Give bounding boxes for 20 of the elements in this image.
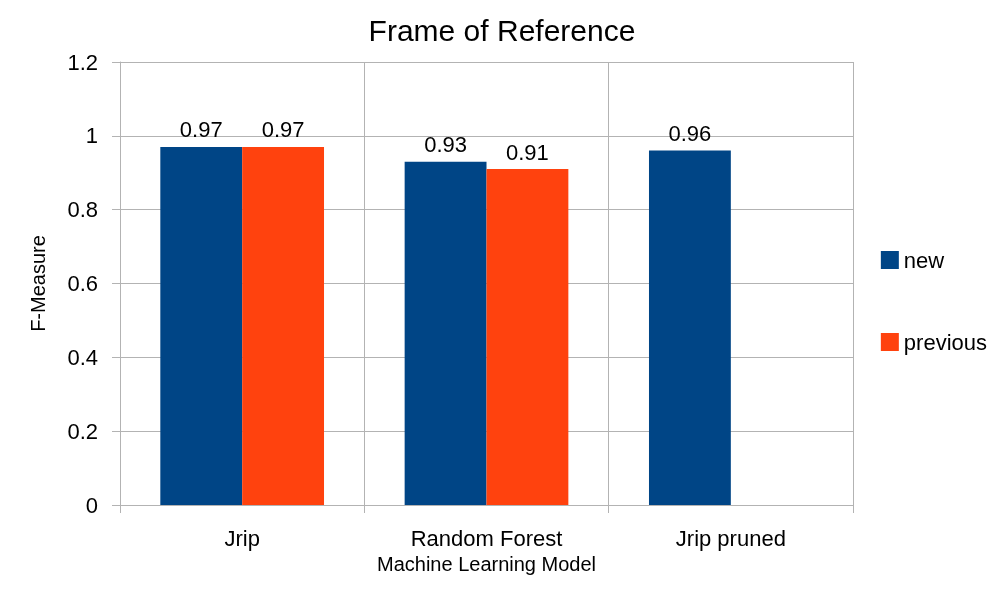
y-tick-label: 1	[85, 123, 98, 149]
y-tick-label: 0	[85, 492, 98, 518]
data-label: 0.96	[668, 121, 712, 147]
y-tick-label: 0.2	[67, 418, 98, 444]
data-label: 0.97	[179, 117, 223, 143]
x-tick-label: Jrip	[224, 525, 260, 551]
legend-label: previous	[903, 329, 987, 355]
data-label: 0.93	[424, 132, 467, 158]
y-tick-label: 0.6	[67, 271, 98, 296]
x-tick-label: Random Forest	[410, 525, 563, 551]
chart-title: Frame of Reference	[368, 13, 636, 47]
x-tick-label: Jrip pruned	[675, 525, 786, 551]
y-tick-label: 0.4	[67, 344, 98, 370]
y-tick-label: 1.2	[67, 49, 98, 75]
x-axis-title: Machine Learning Model	[376, 552, 597, 575]
y-tick-label: 0.8	[67, 197, 98, 223]
data-label: 0.91	[506, 139, 549, 165]
y-axis-title: F-Measure	[27, 235, 49, 332]
data-label: 0.97	[261, 117, 305, 143]
legend-label: new	[903, 247, 945, 273]
